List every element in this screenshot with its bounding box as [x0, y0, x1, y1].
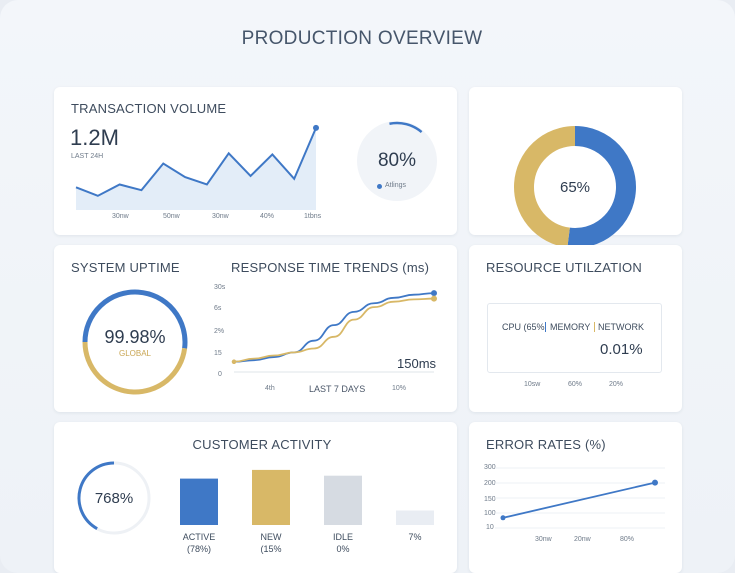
gauge-fill-arc — [77, 461, 115, 530]
legend-network: NETWORK — [598, 322, 644, 332]
uptime-segment — [82, 341, 188, 395]
y-tick-label: 100 — [484, 510, 496, 517]
data-point — [652, 479, 658, 486]
bar-category-label: NEW — [260, 532, 282, 542]
legend-sep — [594, 322, 595, 332]
x-tick-label: 30nw — [112, 213, 129, 220]
customer-gauge — [77, 461, 151, 535]
uptime-sub: GLOBAL — [118, 349, 151, 358]
x-tick-label: 20nw — [574, 536, 591, 543]
x-axis-label: LAST 7 DAYS — [309, 384, 366, 394]
y-tick-label: 200 — [484, 480, 496, 487]
y-tick-label: 6s — [214, 305, 222, 312]
bar-category-label: IDLE — [332, 532, 353, 542]
customer-bar-chart — [180, 469, 434, 525]
x-tick-label: 40% — [260, 213, 275, 220]
y-tick-label: 0 — [218, 371, 222, 378]
data-point — [313, 124, 319, 131]
response-line-chart — [231, 290, 437, 373]
y-tick-label: 150 — [484, 496, 496, 503]
bar-value-label: (15% — [260, 544, 282, 554]
resource-value: 0.01% — [600, 341, 643, 358]
donut-value: 65% — [559, 179, 591, 196]
y-tick-label: 300 — [484, 464, 496, 471]
resource-title: RESOURCE UTILZATION — [486, 260, 642, 275]
bar — [180, 478, 218, 525]
y-tick-label: 10 — [486, 524, 494, 531]
donut-segment — [567, 126, 636, 248]
series-line — [502, 481, 656, 519]
transaction-value: 1.2M — [70, 125, 119, 150]
transaction-subtitle: LAST 24H — [71, 153, 104, 160]
gauge-legend: Atlings — [385, 182, 407, 189]
y-tick-label: 15 — [214, 350, 222, 357]
x-tick-label: 60% — [568, 381, 583, 388]
data-point — [431, 290, 437, 297]
error-rates-card[interactable]: ERROR RATES (%) 300 200 150 100 10 30nw … — [469, 422, 682, 573]
y-tick-label: 30s — [214, 284, 226, 291]
uptime-gauge — [82, 289, 188, 395]
legend-sep — [545, 322, 546, 332]
uptime-response-card[interactable]: SYSTEM UPTIME 99.98% GLOBAL RESPONSE TIM… — [54, 245, 457, 412]
uptime-segment — [82, 289, 188, 349]
x-tick-label: 30nw — [535, 536, 552, 543]
legend-memory: MEMORY — [550, 322, 591, 332]
response-title: RESPONSE TIME TRENDS (ms) — [231, 260, 430, 275]
bar — [324, 475, 362, 525]
error-title: ERROR RATES (%) — [486, 437, 606, 452]
area-fill — [76, 127, 316, 210]
customer-activity-card[interactable]: CUSTOMER ACTIVITY 768% ACTIVE (78%) NEW (15… — [54, 422, 457, 573]
x-tick-label: 10sw — [524, 381, 541, 388]
gauge-arc — [389, 121, 423, 134]
utilization-donut — [514, 126, 636, 248]
bar-value-label: (78%) — [186, 544, 211, 554]
donut-segment — [514, 126, 576, 248]
utilization-donut-card[interactable]: 65% — [469, 87, 682, 248]
x-tick-label: 30nw — [212, 213, 229, 220]
series-line — [75, 127, 317, 197]
uptime-title: SYSTEM UPTIME — [71, 260, 180, 275]
uptime-value: 99.98% — [104, 327, 166, 347]
error-line-chart — [495, 467, 665, 529]
customer-gauge-value: 768% — [94, 490, 134, 507]
bar — [252, 469, 290, 525]
bar-category-label: 7% — [408, 532, 422, 542]
data-point — [431, 295, 437, 302]
resource-panel — [487, 303, 662, 373]
x-tick-label: 10% — [392, 385, 407, 392]
transaction-gauge — [357, 121, 437, 201]
transaction-volume-card[interactable]: TRANSACTION VOLUME 1.2M LAST 24H 30nw 50… — [54, 87, 457, 235]
gauge-value: 80% — [377, 150, 417, 171]
bar-category-label: ACTIVE — [182, 532, 216, 542]
customer-title: CUSTOMER ACTIVITY — [192, 437, 332, 452]
x-tick-label: 80% — [620, 536, 635, 543]
y-tick-label: 2% — [214, 328, 225, 335]
legend-cpu: CPU (65% — [502, 322, 545, 332]
data-point — [500, 515, 506, 521]
card-title: TRANSACTION VOLUME — [71, 101, 227, 116]
page-title: PRODUCTION OVERVIEW — [241, 28, 483, 49]
x-tick-label: 50nw — [163, 213, 180, 220]
response-annotation: 150ms — [397, 356, 437, 371]
data-point — [231, 359, 237, 364]
gauge-legend-dot — [377, 184, 382, 189]
bar — [396, 510, 434, 525]
x-tick-label: 20% — [609, 381, 624, 388]
series-line — [233, 297, 435, 363]
x-tick-label: 4th — [265, 385, 275, 392]
x-tick-label: 1tbns — [304, 213, 322, 220]
transaction-area-chart — [75, 124, 319, 210]
resource-utilization-card[interactable]: RESOURCE UTILZATION CPU (65% MEMORY NETW… — [469, 245, 682, 412]
bar-value-label: 0% — [336, 544, 350, 554]
series-line — [233, 292, 435, 363]
gauge-fill-arc — [389, 121, 423, 134]
